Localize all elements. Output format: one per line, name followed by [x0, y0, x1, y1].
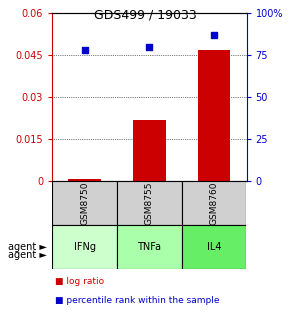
Text: TNFa: TNFa [137, 242, 161, 252]
Bar [133, 120, 166, 181]
Text: agent ►: agent ► [8, 250, 46, 260]
Text: ■ percentile rank within the sample: ■ percentile rank within the sample [55, 296, 220, 305]
Bar [182, 225, 246, 269]
Text: GDS499 / 19033: GDS499 / 19033 [94, 8, 196, 22]
Text: GSM8755: GSM8755 [145, 181, 154, 225]
Text: GSM8760: GSM8760 [210, 181, 219, 225]
Bar [182, 181, 246, 225]
Text: IL4: IL4 [207, 242, 221, 252]
Text: IFNg: IFNg [74, 242, 96, 252]
Text: ■ log ratio: ■ log ratio [55, 277, 104, 286]
Text: agent ►: agent ► [8, 242, 46, 252]
Bar [198, 50, 230, 181]
Point [147, 44, 152, 50]
Text: GSM8750: GSM8750 [80, 181, 89, 225]
Bar [117, 225, 182, 269]
Bar [52, 181, 117, 225]
Point [212, 33, 216, 38]
Bar [52, 225, 117, 269]
Bar [68, 179, 101, 181]
Point [82, 48, 87, 53]
Bar [117, 181, 182, 225]
